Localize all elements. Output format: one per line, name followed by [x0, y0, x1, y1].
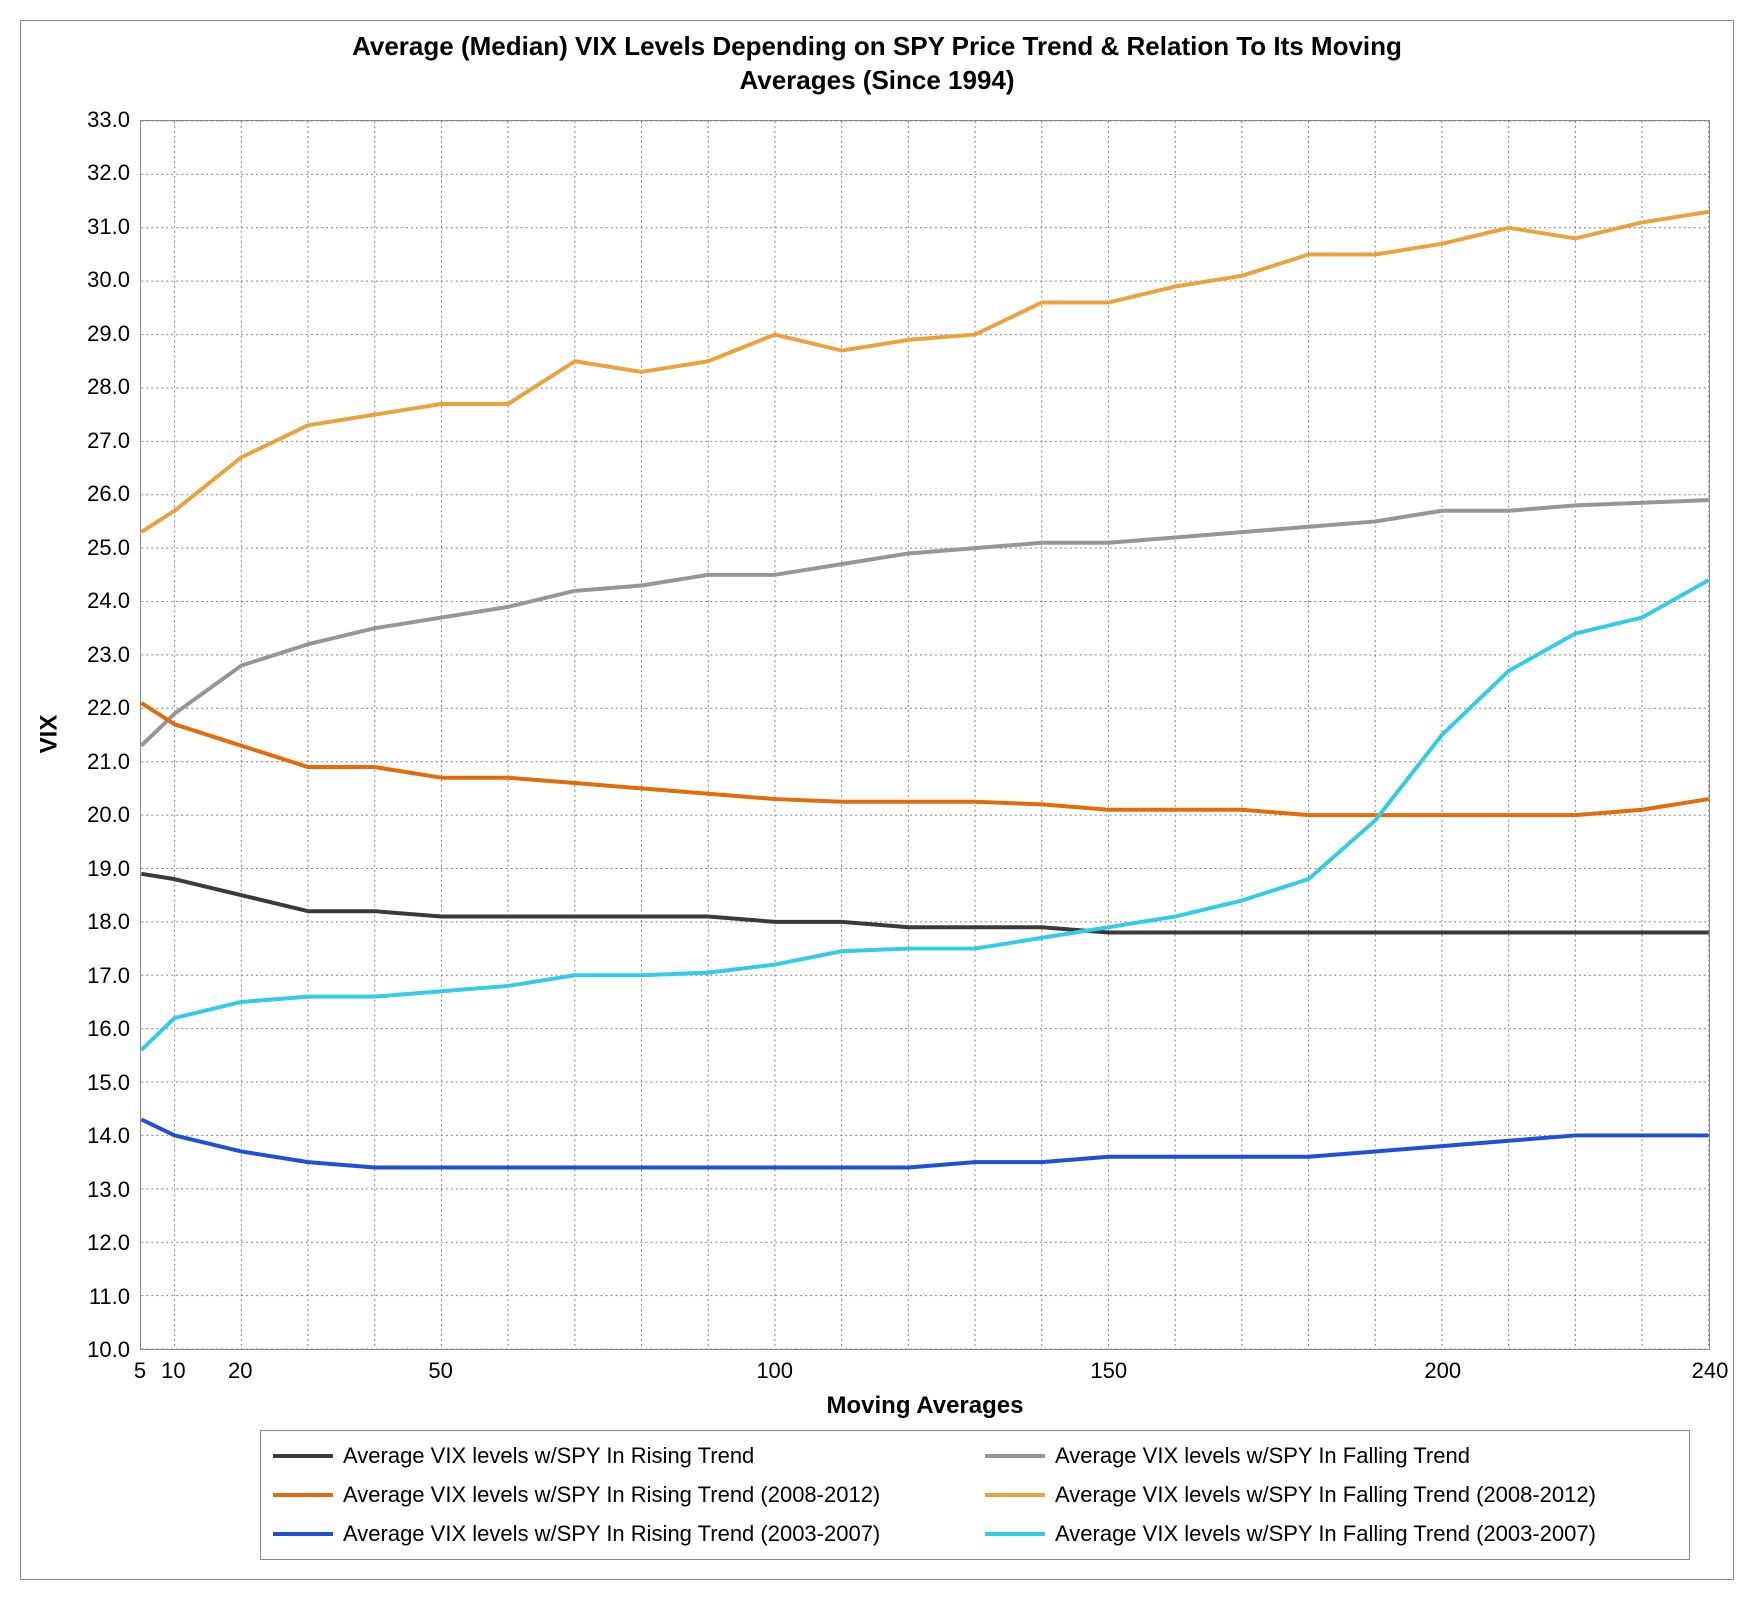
legend-label: Average VIX levels w/SPY In Falling Tren… — [1055, 1443, 1470, 1469]
legend-item: Average VIX levels w/SPY In Rising Trend… — [273, 1516, 965, 1551]
legend-swatch — [273, 1493, 333, 1497]
series-line — [141, 212, 1708, 532]
y-tick-label: 33.0 — [87, 107, 130, 133]
y-tick-label: 29.0 — [87, 321, 130, 347]
plot-area — [140, 120, 1710, 1350]
legend-item: Average VIX levels w/SPY In Falling Tren… — [985, 1516, 1677, 1551]
series-line — [141, 703, 1708, 815]
series-line — [141, 874, 1708, 933]
y-tick-label: 30.0 — [87, 267, 130, 293]
y-tick-label: 31.0 — [87, 214, 130, 240]
legend-swatch — [273, 1532, 333, 1536]
y-tick-label: 11.0 — [89, 1284, 130, 1310]
x-tick-label: 100 — [755, 1358, 795, 1384]
x-tick-label: 10 — [153, 1358, 193, 1384]
legend-item: Average VIX levels w/SPY In Falling Tren… — [985, 1439, 1677, 1474]
x-tick-label: 50 — [421, 1358, 461, 1384]
y-tick-label: 17.0 — [87, 963, 130, 989]
series-line — [141, 1119, 1708, 1167]
x-axis-label: Moving Averages — [140, 1392, 1710, 1420]
y-tick-label: 14.0 — [87, 1123, 130, 1149]
x-tick-label: 200 — [1423, 1358, 1463, 1384]
chart-container: Average (Median) VIX Levels Depending on… — [0, 0, 1754, 1600]
legend-item: Average VIX levels w/SPY In Rising Trend — [273, 1439, 965, 1474]
y-axis-label: VIX — [35, 715, 63, 754]
y-tick-label: 12.0 — [87, 1230, 130, 1256]
y-tick-label: 18.0 — [87, 909, 130, 935]
legend-label: Average VIX levels w/SPY In Falling Tren… — [1055, 1521, 1596, 1547]
y-tick-label: 27.0 — [87, 428, 130, 454]
legend-swatch — [985, 1532, 1045, 1536]
legend-item: Average VIX levels w/SPY In Falling Tren… — [985, 1478, 1677, 1513]
x-tick-label: 240 — [1690, 1358, 1730, 1384]
y-tick-label: 28.0 — [87, 374, 130, 400]
y-tick-label: 26.0 — [87, 481, 130, 507]
y-tick-label: 32.0 — [87, 160, 130, 186]
legend-swatch — [273, 1454, 333, 1458]
legend-swatch — [985, 1454, 1045, 1458]
y-tick-label: 15.0 — [87, 1070, 130, 1096]
y-tick-label: 24.0 — [87, 588, 130, 614]
chart-title: Average (Median) VIX Levels Depending on… — [0, 30, 1754, 98]
y-tick-label: 21.0 — [87, 749, 130, 775]
y-tick-label: 22.0 — [87, 695, 130, 721]
y-tick-label: 13.0 — [87, 1177, 130, 1203]
y-tick-label: 25.0 — [87, 535, 130, 561]
legend-label: Average VIX levels w/SPY In Falling Tren… — [1055, 1482, 1596, 1508]
y-tick-label: 19.0 — [87, 856, 130, 882]
y-tick-label: 23.0 — [87, 642, 130, 668]
plot-svg — [141, 121, 1709, 1349]
y-tick-label: 20.0 — [87, 802, 130, 828]
legend-item: Average VIX levels w/SPY In Rising Trend… — [273, 1478, 965, 1513]
legend-label: Average VIX levels w/SPY In Rising Trend… — [343, 1521, 880, 1547]
legend-box: Average VIX levels w/SPY In Rising Trend… — [260, 1430, 1690, 1560]
legend-label: Average VIX levels w/SPY In Rising Trend — [343, 1443, 754, 1469]
y-tick-label: 16.0 — [87, 1016, 130, 1042]
legend-label: Average VIX levels w/SPY In Rising Trend… — [343, 1482, 880, 1508]
series-line — [141, 500, 1708, 746]
legend-swatch — [985, 1493, 1045, 1497]
x-tick-label: 150 — [1089, 1358, 1129, 1384]
x-tick-label: 20 — [220, 1358, 260, 1384]
